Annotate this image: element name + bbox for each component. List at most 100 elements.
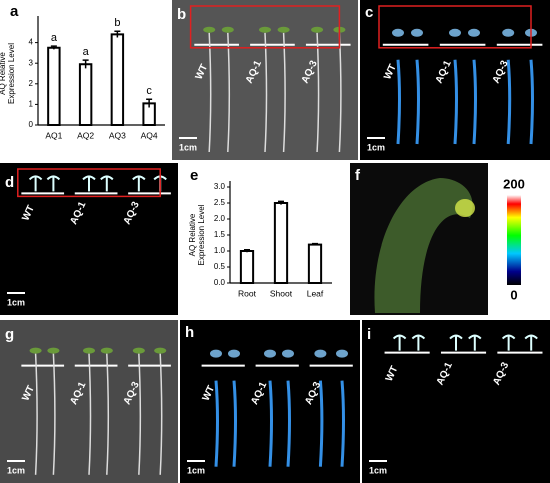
- seedling: [82, 175, 96, 192]
- y-tick-label: 3.0: [214, 182, 226, 191]
- highlight-box: [189, 5, 341, 49]
- seedling: [34, 353, 38, 475]
- significance-letter: c: [146, 85, 152, 97]
- cotyledon: [502, 28, 515, 37]
- error-bar: [50, 45, 57, 50]
- error-bar: [312, 242, 318, 246]
- significance-letter: a: [83, 46, 90, 58]
- seedling: [524, 334, 538, 351]
- photo: [0, 320, 178, 483]
- colorbar-max: 200: [503, 176, 525, 191]
- cotyledon: [314, 349, 327, 358]
- x-tick-label: Root: [238, 288, 257, 298]
- bar: [110, 33, 125, 126]
- cotyledon: [47, 347, 60, 354]
- y-axis-label: AQ Relative: [0, 52, 7, 95]
- glow: [455, 199, 475, 217]
- y-axis-label: AQ Relative: [188, 213, 197, 256]
- y-tick-label: 3: [29, 58, 34, 67]
- panel-letter: i: [367, 326, 371, 343]
- photo: [172, 0, 358, 160]
- panel-letter: h: [185, 324, 194, 341]
- scale-label: 1cm: [369, 465, 387, 475]
- y-axis-label: Expression Level: [197, 204, 206, 265]
- seedling: [392, 334, 407, 351]
- panel-letter: f: [355, 167, 361, 184]
- x-tick-label: AQ1: [45, 130, 62, 140]
- cotyledon: [83, 347, 95, 354]
- seedling: [472, 59, 477, 145]
- x-tick-label: AQ4: [141, 130, 158, 140]
- seedling: [268, 380, 273, 467]
- scale-label: 1cm: [367, 142, 385, 152]
- seedling: [396, 59, 401, 145]
- seedling: [316, 32, 320, 153]
- x-tick-label: Leaf: [307, 288, 324, 298]
- x-tick-label: AQ3: [109, 130, 126, 140]
- y-tick-label: 0.5: [214, 262, 226, 271]
- seedling: [318, 380, 324, 467]
- seedling: [501, 334, 516, 351]
- cotyledon: [29, 347, 42, 354]
- bar: [78, 63, 93, 127]
- y-tick-label: 2.5: [214, 198, 226, 207]
- seedling: [28, 175, 43, 192]
- cotyledon: [468, 28, 480, 37]
- seedling: [340, 380, 345, 467]
- seedling: [138, 353, 142, 475]
- bar: [273, 202, 289, 284]
- cotyledon: [282, 349, 294, 358]
- error-bar: [114, 30, 121, 38]
- cotyledon: [259, 26, 271, 33]
- cotyledon: [154, 347, 167, 354]
- error-bar: [146, 98, 153, 108]
- seedling: [282, 32, 286, 153]
- cotyledon: [264, 349, 276, 358]
- seedling: [88, 353, 92, 475]
- scale-label: 1cm: [7, 297, 25, 307]
- highlight-box: [378, 5, 532, 49]
- bar: [47, 46, 61, 126]
- x-tick-label: AQ2: [77, 130, 94, 140]
- cotyledon: [221, 26, 234, 33]
- seedling: [232, 380, 237, 467]
- y-tick-label: 2: [29, 79, 34, 88]
- leaf: [374, 178, 473, 313]
- seedling: [449, 334, 463, 351]
- cotyledon: [203, 26, 216, 33]
- cotyledon: [411, 28, 423, 37]
- seedling: [227, 32, 231, 153]
- seedling: [506, 59, 512, 145]
- bar: [307, 243, 323, 285]
- seedling: [415, 59, 420, 145]
- y-tick-label: 2.0: [214, 214, 226, 223]
- seedling: [453, 59, 458, 145]
- significance-letter: b: [114, 17, 120, 29]
- seedling: [286, 380, 291, 467]
- seedling: [214, 380, 219, 467]
- scale-label: 1cm: [179, 142, 197, 152]
- seedling: [100, 175, 114, 192]
- panel-letter: d: [5, 174, 14, 191]
- seedling: [106, 353, 110, 475]
- y-tick-label: 1.0: [214, 246, 226, 255]
- cotyledon: [210, 349, 222, 358]
- cotyledon: [228, 349, 240, 358]
- x-tick-label: Shoot: [270, 288, 293, 298]
- panel-letter: e: [190, 167, 198, 184]
- error-bar: [82, 59, 89, 69]
- panel-letter: c: [365, 4, 373, 21]
- y-tick-label: 4: [29, 38, 34, 47]
- error-bar: [278, 200, 284, 205]
- seedling: [411, 334, 426, 351]
- seedling: [529, 59, 534, 145]
- seedling: [208, 32, 212, 153]
- seedling: [46, 175, 61, 192]
- color-bar: [507, 195, 521, 285]
- cotyledon: [132, 347, 145, 354]
- seedling: [159, 353, 163, 475]
- y-tick-label: 1: [29, 100, 34, 109]
- cotyledon: [392, 28, 404, 37]
- cotyledon: [449, 28, 461, 37]
